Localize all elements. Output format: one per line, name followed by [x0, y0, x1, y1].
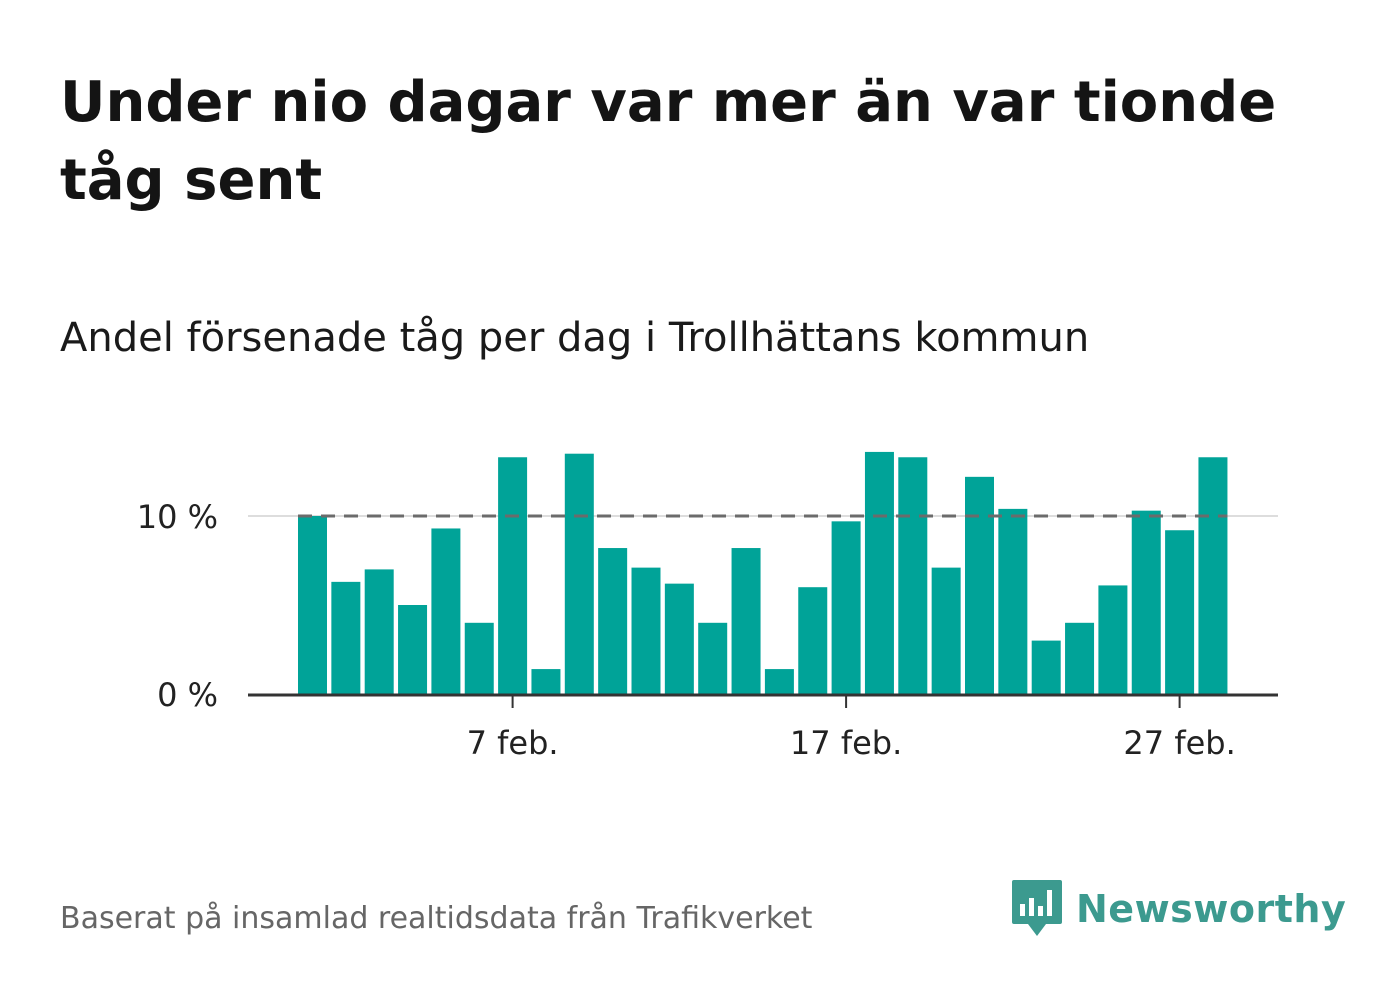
chart-title: Under nio dagar var mer än var tionde tå…	[60, 70, 1277, 213]
bar-day-10	[598, 548, 628, 694]
bar-day-12	[664, 583, 694, 694]
bar-day-7	[498, 457, 528, 694]
bar-day-1	[298, 516, 327, 694]
bar-day-8	[531, 669, 561, 694]
x-tick-label-27: 27 feb.	[1123, 724, 1235, 762]
source-note: Baserat på insamlad realtidsdata från Tr…	[60, 901, 813, 936]
y-tick-label-0: 0 %	[157, 676, 218, 714]
y-tick-label-10: 10 %	[137, 498, 218, 536]
bar-day-18	[864, 451, 894, 694]
bar-day-11	[631, 567, 661, 694]
bar-day-13	[698, 622, 728, 694]
bar-day-17	[831, 521, 861, 694]
chart-subtitle: Andel försenade tåg per dag i Trollhätta…	[60, 315, 1090, 361]
bar-day-6	[464, 622, 494, 694]
bar-day-9	[564, 453, 594, 694]
bar-day-22	[998, 508, 1028, 694]
bar-day-16	[798, 587, 828, 694]
brand-name: Newsworthy	[1076, 887, 1347, 931]
x-tick-label-17: 17 feb.	[790, 724, 902, 762]
bar-day-14	[731, 548, 761, 694]
brand-logo: Newsworthy	[1010, 878, 1346, 940]
bar-day-28	[1198, 457, 1228, 694]
bar-day-27	[1165, 530, 1195, 694]
bar-chart: 0 % 10 % 7 feb. 17 feb. 27 feb.	[137, 451, 1278, 762]
bar-day-4	[398, 605, 428, 694]
newsworthy-logo-icon	[1012, 880, 1062, 936]
bar-day-25	[1098, 585, 1128, 694]
bar-day-2	[331, 581, 361, 694]
bar-day-3	[364, 569, 394, 694]
bar-day-26	[1131, 510, 1161, 694]
bar-day-23	[1031, 640, 1061, 694]
bar-day-24	[1065, 622, 1095, 694]
bar-day-21	[965, 476, 994, 694]
x-tick-label-7: 7 feb.	[467, 724, 559, 762]
bar-day-15	[764, 669, 794, 694]
bar-day-20	[931, 567, 961, 694]
bar-day-19	[898, 457, 928, 694]
bar-day-5	[431, 528, 461, 694]
